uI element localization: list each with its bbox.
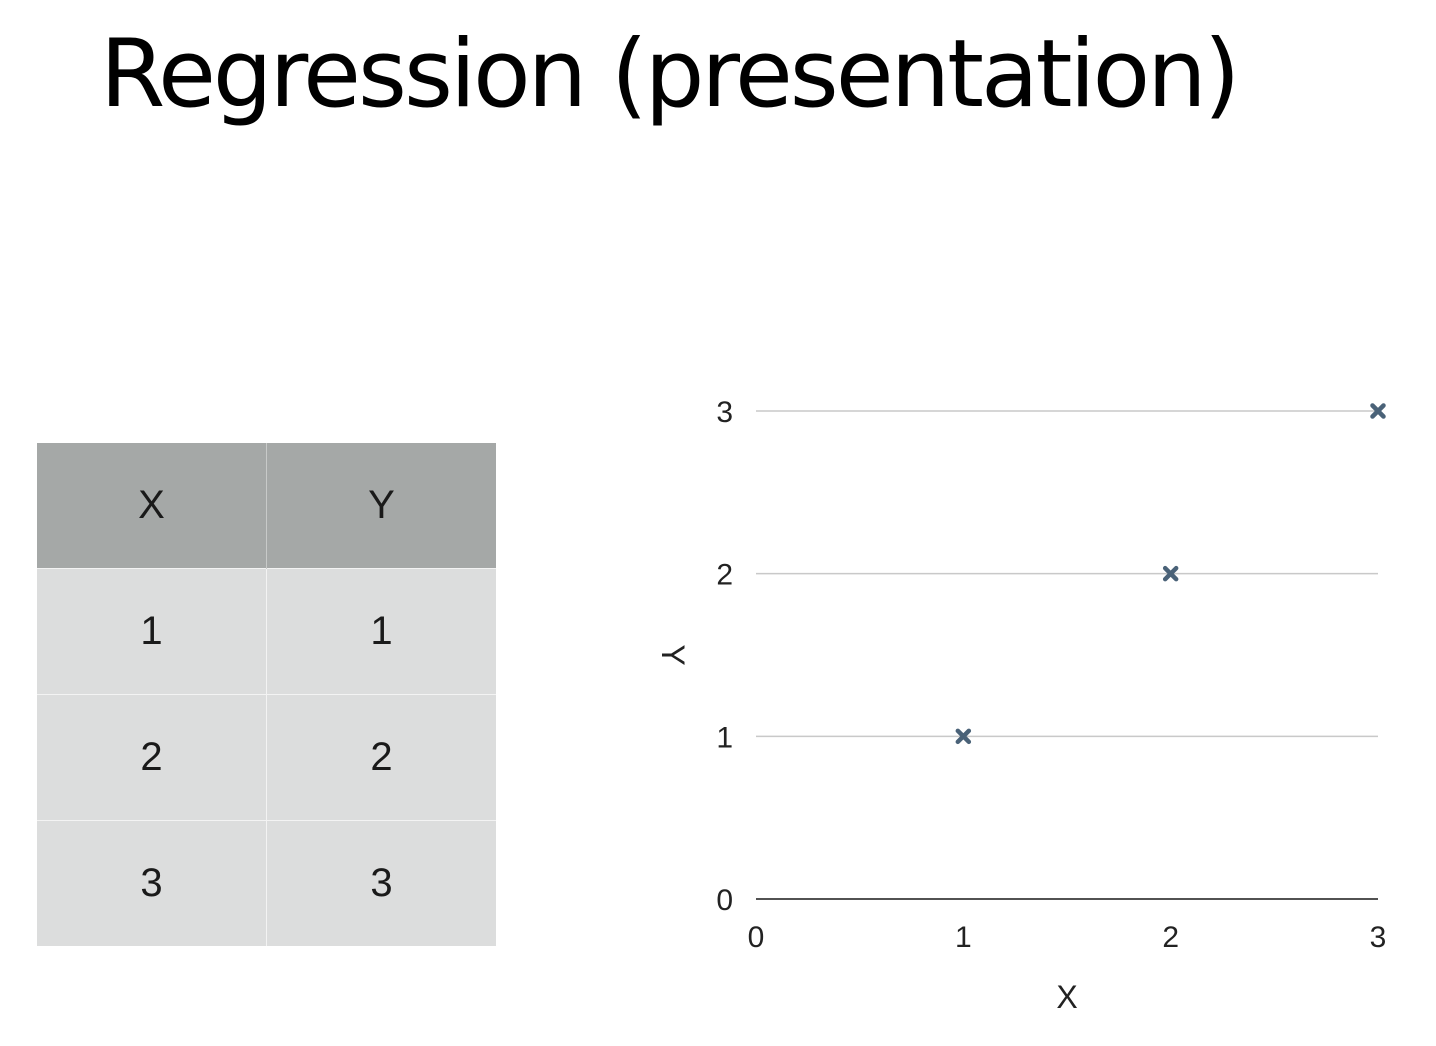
data-table: X Y 1 1 2 2 3 3 [37,443,496,946]
table-cell-x: 2 [37,694,267,821]
table-cell-y: 2 [266,694,496,821]
x-axis-title: X [1056,979,1077,1015]
y-tick-label: 0 [716,884,733,917]
y-tick-label: 2 [716,559,733,592]
x-tick-label: 3 [1370,921,1387,954]
data-point [955,728,972,745]
table-cell-y: 1 [266,568,496,695]
y-tick-label: 3 [716,396,733,429]
table-cell-y: 3 [266,820,496,946]
table-row: 3 3 [37,820,496,946]
x-tick-label: 0 [748,921,765,954]
table-cell-x: 1 [37,568,267,695]
y-tick-label: 1 [716,721,733,754]
x-tick-label: 1 [955,921,972,954]
table-header-y: Y [266,443,496,569]
table-cell-x: 3 [37,820,267,946]
data-point [1162,565,1179,582]
slide-title: Regression (presentation) [100,20,1240,129]
table-row: 1 1 [37,568,496,695]
data-point [1370,403,1386,419]
y-axis-title: Y [655,644,691,665]
table-row: 2 2 [37,694,496,821]
x-tick-label: 2 [1162,921,1179,954]
table-header-x: X [37,443,267,569]
table-header-row: X Y [37,443,496,569]
